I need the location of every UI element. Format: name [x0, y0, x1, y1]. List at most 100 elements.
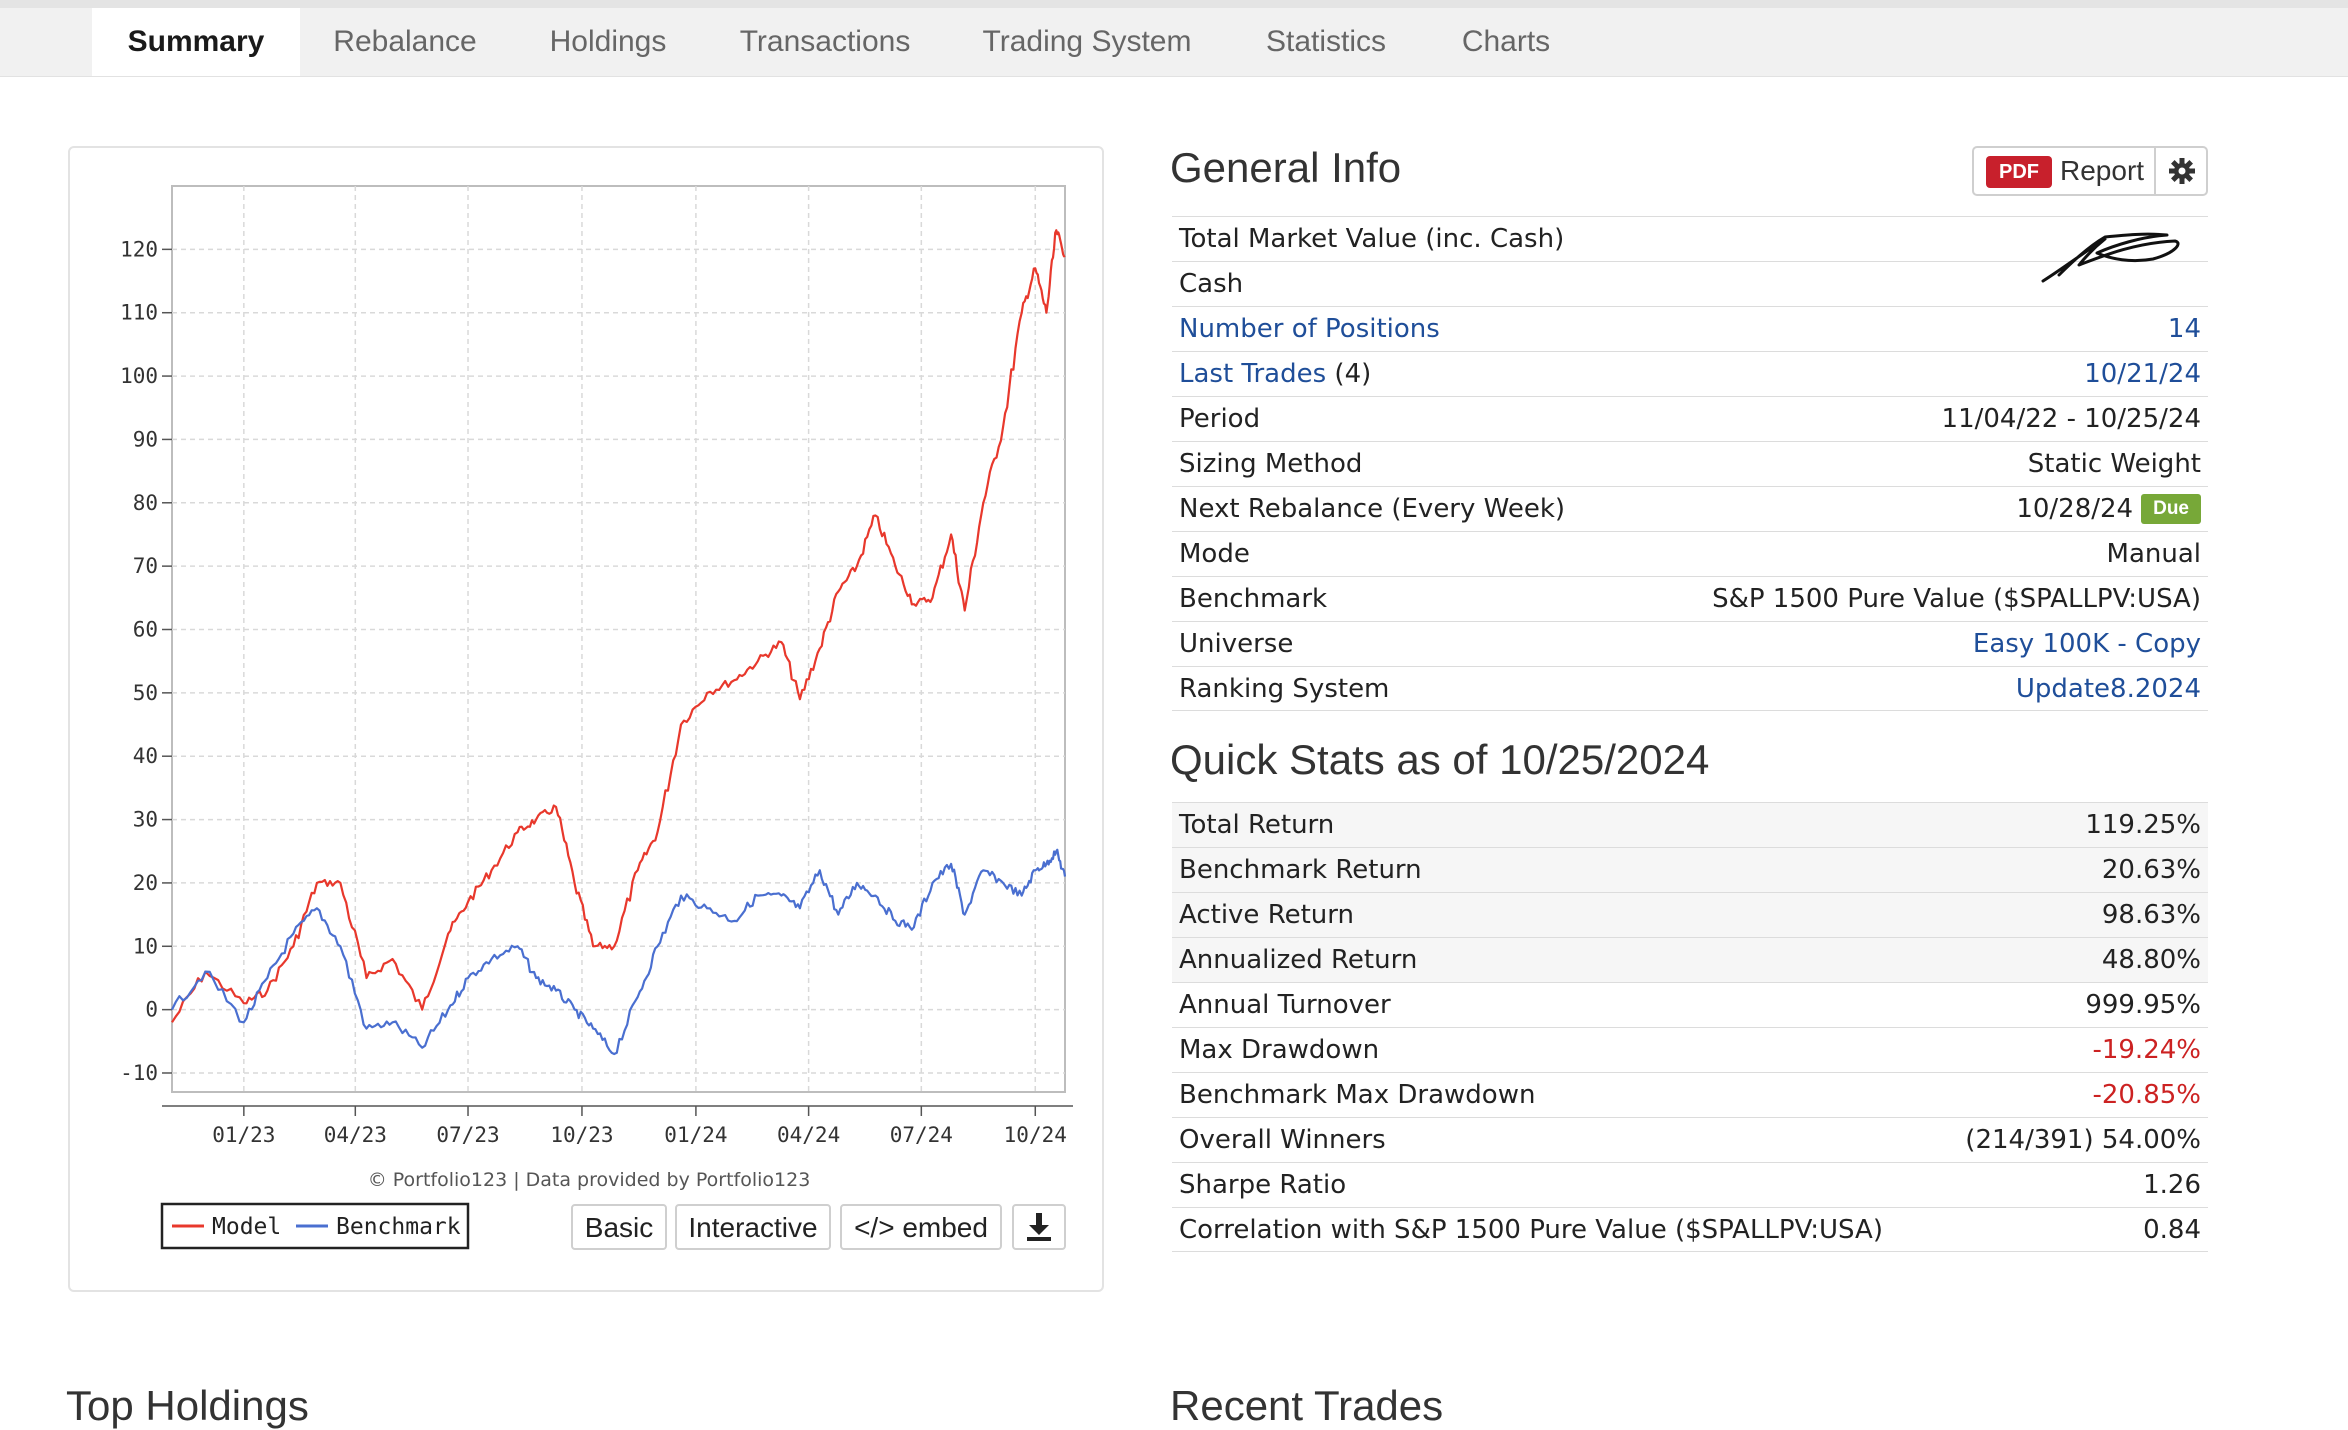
- number-of-positions-link[interactable]: Number of Positions: [1179, 314, 1440, 344]
- stat-row-sharpe-ratio: Sharpe Ratio 1.26: [1172, 1162, 2208, 1207]
- y-tick-label: 30: [133, 808, 158, 832]
- info-row-sizing-method: Sizing Method Static Weight: [1172, 441, 2208, 486]
- x-tick-label: 04/24: [777, 1123, 840, 1147]
- info-row-cash: Cash: [1172, 261, 2208, 306]
- series-line-model: [171, 229, 1066, 1023]
- download-icon: [1027, 1213, 1051, 1241]
- info-row-universe: Universe Easy 100K - Copy: [1172, 621, 2208, 666]
- y-tick-label: 40: [133, 744, 158, 768]
- basic-chart-button[interactable]: Basic: [571, 1204, 667, 1250]
- row-value: 98.63%: [2101, 900, 2201, 930]
- embed-chart-button[interactable]: </> embed: [840, 1204, 1002, 1250]
- y-tick-label: 110: [120, 301, 158, 325]
- recent-trades-title: Recent Trades: [1170, 1382, 1444, 1429]
- tab-holdings[interactable]: Holdings: [549, 25, 667, 58]
- pdf-report-button[interactable]: PDF Report: [1972, 146, 2208, 196]
- tab-trading-system[interactable]: Trading System: [982, 25, 1192, 58]
- y-tick-label: 50: [133, 681, 158, 705]
- number-of-positions-value-link[interactable]: 14: [2167, 314, 2201, 344]
- due-badge: Due: [2141, 494, 2201, 524]
- info-row-period: Period 11/04/22 - 10/25/24: [1172, 396, 2208, 441]
- info-row-ranking-system: Ranking System Update8.2024: [1172, 666, 2208, 711]
- x-tick-label: 07/24: [890, 1123, 953, 1147]
- stat-row-annualized-return: Annualized Return 48.80%: [1172, 937, 2208, 982]
- row-value: -20.85%: [2092, 1080, 2201, 1110]
- y-tick-label: 60: [133, 617, 158, 641]
- stat-row-overall-winners: Overall Winners (214/391) 54.00%: [1172, 1117, 2208, 1162]
- ranking-system-link[interactable]: Update8.2024: [2015, 674, 2201, 704]
- row-value: 0.84: [2143, 1215, 2201, 1245]
- row-value: 999.95%: [2085, 990, 2201, 1020]
- row-label: Ranking System: [1179, 674, 1390, 704]
- plot-area: [171, 185, 1066, 1093]
- legend-benchmark-label: Benchmark: [336, 1214, 461, 1240]
- row-label: Benchmark Max Drawdown: [1179, 1080, 1536, 1110]
- row-value: 20.63%: [2101, 855, 2201, 885]
- row-value: 48.80%: [2101, 945, 2201, 975]
- row-value: 10/28/24: [2016, 494, 2134, 524]
- row-label: Total Market Value (inc. Cash): [1179, 224, 1565, 254]
- y-tick-label: 90: [133, 427, 158, 451]
- chart-legend: Model Benchmark: [160, 1202, 470, 1250]
- button-divider: [2154, 148, 2156, 194]
- x-tick-label: 01/23: [212, 1123, 275, 1147]
- y-tick-label: -10: [120, 1061, 158, 1085]
- stat-row-annual-turnover: Annual Turnover 999.95%: [1172, 982, 2208, 1027]
- info-row-last-trades: Last Trades (4) 10/21/24: [1172, 351, 2208, 396]
- x-tick-label: 04/23: [324, 1123, 387, 1147]
- y-tick-label: 70: [133, 554, 158, 578]
- y-tick-label: 80: [133, 491, 158, 515]
- info-row-next-rebalance: Next Rebalance (Every Week) 10/28/24 Due: [1172, 486, 2208, 531]
- tab-summary[interactable]: Summary: [92, 8, 300, 76]
- row-label: Sharpe Ratio: [1179, 1170, 1347, 1200]
- row-value: 119.25%: [2085, 810, 2201, 840]
- row-label: Next Rebalance (Every Week): [1179, 494, 1566, 524]
- stat-row-correlation: Correlation with S&P 1500 Pure Value ($S…: [1172, 1207, 2208, 1252]
- gear-icon[interactable]: [2168, 157, 2196, 185]
- row-label: Cash: [1179, 269, 1244, 299]
- y-tick-label: 100: [120, 364, 158, 388]
- y-tick-label: 20: [133, 871, 158, 895]
- tab-bar: Summary Rebalance Holdings Transactions …: [0, 8, 2348, 77]
- row-value: Static Weight: [2027, 449, 2201, 479]
- performance-chart-panel: -10 0 10 20 30 40 50 60 70 80 90 100 110 120 01/23 04/2…: [68, 146, 1104, 1292]
- stat-row-active-return: Active Return 98.63%: [1172, 892, 2208, 937]
- stat-row-total-return: Total Return 119.25%: [1172, 802, 2208, 847]
- y-tick-label: 10: [133, 934, 158, 958]
- performance-chart: -10 0 10 20 30 40 50 60 70 80 90 100 110 120 01/23 04/2…: [120, 185, 1073, 1250]
- tab-charts[interactable]: Charts: [1461, 25, 1551, 58]
- x-tick-label: 01/24: [664, 1123, 727, 1147]
- last-trades-link[interactable]: Last Trades: [1179, 359, 1327, 389]
- last-trades-date-link[interactable]: 10/21/24: [2084, 359, 2201, 389]
- series-line-benchmark: [171, 848, 1067, 1056]
- download-chart-button[interactable]: [1012, 1204, 1066, 1250]
- row-label: Mode: [1179, 539, 1250, 569]
- tab-statistics[interactable]: Statistics: [1265, 25, 1387, 58]
- general-info-title: General Info: [1170, 144, 1402, 191]
- row-value: (214/391) 54.00%: [1965, 1125, 2201, 1155]
- last-trades-count: (4): [1334, 359, 1372, 389]
- quick-stats-title: Quick Stats as of 10/25/2024: [1170, 736, 1710, 783]
- quick-stats-table: Total Return 119.25% Benchmark Return 20…: [1172, 802, 2208, 1252]
- stat-row-benchmark-return: Benchmark Return 20.63%: [1172, 847, 2208, 892]
- row-value: S&P 1500 Pure Value ($SPALLPV:USA): [1712, 584, 2201, 614]
- row-label: Max Drawdown: [1179, 1035, 1380, 1065]
- row-value: 1.26: [2143, 1170, 2201, 1200]
- row-value: Manual: [2106, 539, 2201, 569]
- universe-link[interactable]: Easy 100K - Copy: [1972, 629, 2201, 659]
- row-label: Benchmark: [1179, 584, 1328, 614]
- legend-model-label: Model: [212, 1214, 281, 1240]
- row-label: Sizing Method: [1179, 449, 1363, 479]
- info-row-benchmark: Benchmark S&P 1500 Pure Value ($SPALLPV:…: [1172, 576, 2208, 621]
- pdf-report-label: Report: [2060, 155, 2145, 186]
- tab-transactions[interactable]: Transactions: [739, 25, 911, 58]
- x-tick-label: 10/24: [1004, 1123, 1067, 1147]
- tab-rebalance[interactable]: Rebalance: [333, 25, 477, 58]
- top-strip: [0, 0, 2348, 8]
- interactive-chart-button[interactable]: Interactive: [675, 1204, 831, 1250]
- info-row-mode: Mode Manual: [1172, 531, 2208, 576]
- row-label: Benchmark Return: [1179, 855, 1422, 885]
- y-tick-label: 120: [120, 237, 158, 261]
- handwritten-scribble: [2041, 232, 2180, 283]
- info-row-number-of-positions: Number of Positions 14: [1172, 306, 2208, 351]
